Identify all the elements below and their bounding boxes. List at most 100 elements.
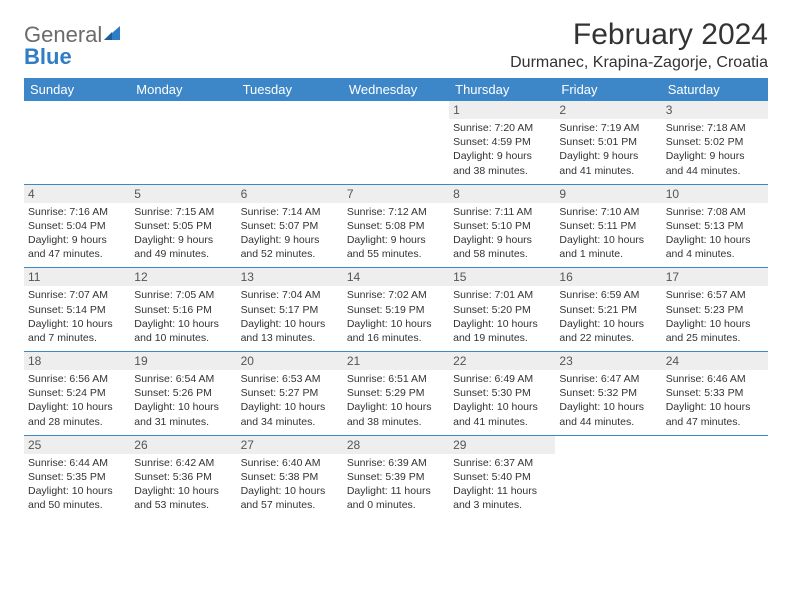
daylight-text: Daylight: 9 hours and 44 minutes. [666,149,764,177]
calendar-cell: 17Sunrise: 6:57 AMSunset: 5:23 PMDayligh… [662,268,768,352]
day-info: Sunrise: 7:07 AMSunset: 5:14 PMDaylight:… [28,288,126,345]
day-info: Sunrise: 6:47 AMSunset: 5:32 PMDaylight:… [559,372,657,429]
day-info: Sunrise: 7:11 AMSunset: 5:10 PMDaylight:… [453,205,551,262]
title-block: February 2024 Durmanec, Krapina-Zagorje,… [510,18,768,72]
day-header-thu: Thursday [449,78,555,101]
calendar-cell: 4Sunrise: 7:16 AMSunset: 5:04 PMDaylight… [24,184,130,268]
sunrise-text: Sunrise: 6:44 AM [28,456,126,470]
day-info: Sunrise: 6:59 AMSunset: 5:21 PMDaylight:… [559,288,657,345]
day-header-sun: Sunday [24,78,130,101]
calendar-cell: 21Sunrise: 6:51 AMSunset: 5:29 PMDayligh… [343,352,449,436]
day-info: Sunrise: 7:14 AMSunset: 5:07 PMDaylight:… [241,205,339,262]
sunrise-text: Sunrise: 7:12 AM [347,205,445,219]
day-number: 24 [662,352,768,370]
sunset-text: Sunset: 5:36 PM [134,470,232,484]
calendar-cell: 25Sunrise: 6:44 AMSunset: 5:35 PMDayligh… [24,435,130,518]
day-number: 15 [449,268,555,286]
sunset-text: Sunset: 5:13 PM [666,219,764,233]
daylight-text: Daylight: 10 hours and 4 minutes. [666,233,764,261]
sunrise-text: Sunrise: 7:20 AM [453,121,551,135]
sunrise-text: Sunrise: 7:07 AM [28,288,126,302]
sunrise-text: Sunrise: 7:08 AM [666,205,764,219]
sunrise-text: Sunrise: 6:39 AM [347,456,445,470]
sunset-text: Sunset: 4:59 PM [453,135,551,149]
month-title: February 2024 [510,18,768,52]
day-info: Sunrise: 6:37 AMSunset: 5:40 PMDaylight:… [453,456,551,513]
calendar-cell: 7Sunrise: 7:12 AMSunset: 5:08 PMDaylight… [343,184,449,268]
day-info: Sunrise: 6:54 AMSunset: 5:26 PMDaylight:… [134,372,232,429]
sunrise-text: Sunrise: 7:15 AM [134,205,232,219]
day-number: 2 [555,101,661,119]
day-info: Sunrise: 7:05 AMSunset: 5:16 PMDaylight:… [134,288,232,345]
calendar-cell: 2 Sunrise: 7:19 AMSunset: 5:01 PMDaylight… [555,101,661,184]
daylight-text: Daylight: 10 hours and 41 minutes. [453,400,551,428]
day-info: Sunrise: 7:20 AMSunset: 4:59 PMDaylight:… [453,121,551,178]
day-number: 23 [555,352,661,370]
daylight-text: Daylight: 10 hours and 47 minutes. [666,400,764,428]
day-number: 26 [130,436,236,454]
calendar-cell: 27 Sunrise: 6:40 AMSunset: 5:38 PMDayligh… [237,435,343,518]
calendar-cell: 26 Sunrise: 6:42 AMSunset: 5:36 PMDayligh… [130,435,236,518]
calendar-page: General Blue February 2024 Durmanec, Kra… [0,0,792,536]
location: Durmanec, Krapina-Zagorje, Croatia [510,54,768,72]
sunrise-text: Sunrise: 7:01 AM [453,288,551,302]
calendar-cell: 8Sunrise: 7:11 AMSunset: 5:10 PMDaylight… [449,184,555,268]
day-header-tue: Tuesday [237,78,343,101]
sunset-text: Sunset: 5:26 PM [134,386,232,400]
sunset-text: Sunset: 5:27 PM [241,386,339,400]
daylight-text: Daylight: 10 hours and 53 minutes. [134,484,232,512]
day-number: 16 [555,268,661,286]
day-number: 18 [24,352,130,370]
sunset-text: Sunset: 5:40 PM [453,470,551,484]
day-number: 29 [449,436,555,454]
day-number: 22 [449,352,555,370]
sunset-text: Sunset: 5:33 PM [666,386,764,400]
day-info: Sunrise: 6:51 AMSunset: 5:29 PMDaylight:… [347,372,445,429]
sunrise-text: Sunrise: 7:11 AM [453,205,551,219]
sunset-text: Sunset: 5:11 PM [559,219,657,233]
day-info: Sunrise: 7:01 AMSunset: 5:20 PMDaylight:… [453,288,551,345]
daylight-text: Daylight: 10 hours and 44 minutes. [559,400,657,428]
sunrise-text: Sunrise: 6:49 AM [453,372,551,386]
calendar-cell: 5Sunrise: 7:15 AMSunset: 5:05 PMDaylight… [130,184,236,268]
daylight-text: Daylight: 10 hours and 7 minutes. [28,317,126,345]
sunset-text: Sunset: 5:20 PM [453,303,551,317]
sunset-text: Sunset: 5:30 PM [453,386,551,400]
calendar-cell: 20Sunrise: 6:53 AMSunset: 5:27 PMDayligh… [237,352,343,436]
day-info: Sunrise: 7:16 AMSunset: 5:04 PMDaylight:… [28,205,126,262]
sunrise-text: Sunrise: 6:54 AM [134,372,232,386]
day-info: Sunrise: 6:40 AMSunset: 5:38 PMDaylight:… [241,456,339,513]
day-number: 25 [24,436,130,454]
calendar-cell: 1 Sunrise: 7:20 AMSunset: 4:59 PMDaylight… [449,101,555,184]
logo-text: General Blue [24,24,122,68]
calendar-cell: 11Sunrise: 7:07 AMSunset: 5:14 PMDayligh… [24,268,130,352]
daylight-text: Daylight: 10 hours and 57 minutes. [241,484,339,512]
day-info: Sunrise: 7:19 AMSunset: 5:01 PMDaylight:… [559,121,657,178]
day-info: Sunrise: 7:12 AMSunset: 5:08 PMDaylight:… [347,205,445,262]
daylight-text: Daylight: 11 hours and 3 minutes. [453,484,551,512]
day-info: Sunrise: 7:02 AMSunset: 5:19 PMDaylight:… [347,288,445,345]
sunset-text: Sunset: 5:05 PM [134,219,232,233]
day-info: Sunrise: 7:04 AMSunset: 5:17 PMDaylight:… [241,288,339,345]
sunset-text: Sunset: 5:39 PM [347,470,445,484]
calendar-cell: 3Sunrise: 7:18 AMSunset: 5:02 PMDaylight… [662,101,768,184]
sail-icon [102,24,122,46]
calendar-cell [237,101,343,184]
daylight-text: Daylight: 10 hours and 28 minutes. [28,400,126,428]
calendar-cell: 29 Sunrise: 6:37 AMSunset: 5:40 PMDayligh… [449,435,555,518]
daylight-text: Daylight: 9 hours and 49 minutes. [134,233,232,261]
day-number: 1 [449,101,555,119]
day-number: 27 [237,436,343,454]
calendar-cell: 28Sunrise: 6:39 AMSunset: 5:39 PMDayligh… [343,435,449,518]
day-info: Sunrise: 6:46 AMSunset: 5:33 PMDaylight:… [666,372,764,429]
sunrise-text: Sunrise: 6:42 AM [134,456,232,470]
sunrise-text: Sunrise: 6:47 AM [559,372,657,386]
calendar-cell: 24 Sunrise: 6:46 AMSunset: 5:33 PMDayligh… [662,352,768,436]
sunset-text: Sunset: 5:10 PM [453,219,551,233]
sunset-text: Sunset: 5:17 PM [241,303,339,317]
day-number: 14 [343,268,449,286]
daylight-text: Daylight: 9 hours and 55 minutes. [347,233,445,261]
calendar-table: Sunday Monday Tuesday Wednesday Thursday… [24,78,768,518]
daylight-text: Daylight: 9 hours and 38 minutes. [453,149,551,177]
daylight-text: Daylight: 10 hours and 31 minutes. [134,400,232,428]
